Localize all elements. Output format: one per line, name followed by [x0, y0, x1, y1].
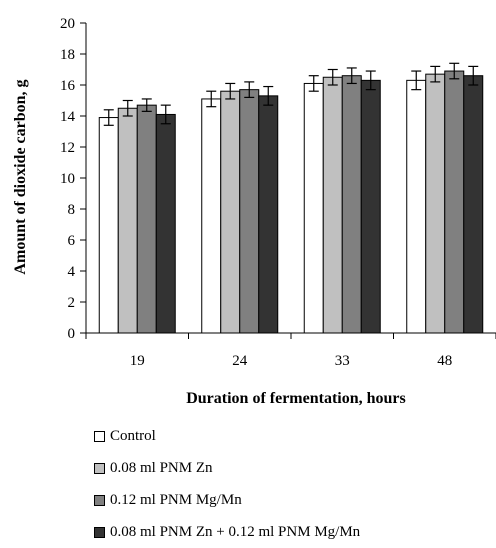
- bar: [98, 117, 119, 334]
- legend-item: 0.08 ml PNM Zn: [94, 452, 494, 484]
- bar: [155, 113, 176, 334]
- y-tick-label: 6: [68, 233, 76, 249]
- axes-layer: [80, 22, 496, 339]
- legend-item: Control: [94, 420, 494, 452]
- x-tick-label: 48: [437, 353, 452, 369]
- bar: [463, 75, 484, 334]
- x-tick-label: 19: [130, 353, 145, 369]
- x-axis-title: Duration of fermentation, hours: [186, 390, 406, 407]
- legend-swatch: [94, 494, 105, 506]
- legend-label: 0.08 ml PNM Zn + 0.12 ml PNM Mg/Mn: [110, 523, 361, 540]
- y-tick-label: 4: [68, 264, 76, 280]
- bar: [258, 95, 279, 334]
- y-tick-label: 0: [68, 326, 76, 342]
- legend-label: Control: [110, 427, 156, 444]
- y-tick-label: 14: [60, 109, 76, 125]
- bar: [406, 79, 427, 334]
- bar: [322, 76, 343, 334]
- y-tick-label: 20: [60, 16, 75, 32]
- bars-layer: [98, 70, 484, 334]
- y-tick-label: 2: [68, 295, 76, 311]
- y-tick-label: 8: [68, 202, 76, 218]
- y-tick-label: 10: [60, 171, 75, 187]
- bar: [341, 75, 362, 334]
- bar: [136, 104, 157, 334]
- y-axis-title: Amount of dioxide carbon, g: [12, 79, 29, 274]
- y-tick-label: 12: [60, 140, 75, 156]
- bar: [239, 89, 260, 334]
- error-bars-layer: [103, 62, 479, 126]
- y-tick-label: 16: [60, 78, 76, 94]
- legend-swatch: [94, 430, 105, 442]
- x-tick-label: 33: [335, 353, 350, 369]
- bar: [360, 79, 381, 334]
- legend-item: 0.08 ml PNM Zn + 0.12 ml PNM Mg/Mn: [94, 516, 494, 548]
- x-tick-label: 24: [232, 353, 248, 369]
- y-tick-label: 18: [60, 47, 75, 63]
- legend-label: 0.12 ml PNM Mg/Mn: [110, 491, 242, 508]
- bar: [201, 98, 222, 334]
- legend: Control 0.08 ml PNM Zn 0.12 ml PNM Mg/Mn 0.…: [94, 420, 494, 548]
- bar: [220, 90, 241, 334]
- legend-item: 0.12 ml PNM Mg/Mn: [94, 484, 494, 516]
- bar: [444, 70, 465, 334]
- legend-label: 0.08 ml PNM Zn: [110, 459, 213, 476]
- bar: [303, 82, 324, 334]
- bar: [117, 107, 138, 334]
- legend-swatch: [94, 526, 105, 538]
- legend-swatch: [94, 462, 105, 474]
- bar: [425, 73, 446, 334]
